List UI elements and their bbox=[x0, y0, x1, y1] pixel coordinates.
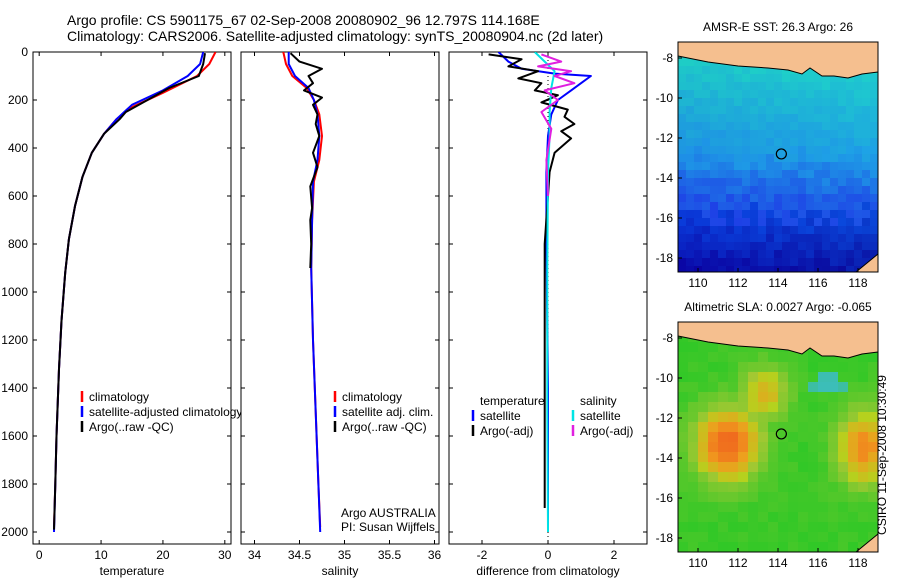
map-title: AMSR-E SST: 26.3 Argo: 26 bbox=[703, 20, 853, 34]
y-tick-label: -14 bbox=[656, 451, 674, 465]
x-tick-label: 114 bbox=[768, 276, 787, 290]
argo-location-marker bbox=[775, 148, 787, 160]
series-line bbox=[287, 52, 322, 533]
y-tick-label: 200 bbox=[8, 93, 28, 107]
y-tick-label: 1400 bbox=[1, 381, 28, 395]
annotation: PI: Susan Wijffels bbox=[341, 520, 435, 534]
y-tick-label: 600 bbox=[8, 189, 28, 203]
argo-location-marker bbox=[775, 428, 787, 440]
y-tick-label: -10 bbox=[656, 371, 674, 385]
x-tick-label: -2 bbox=[477, 548, 488, 562]
x-tick-label: 34.5 bbox=[288, 548, 312, 562]
x-tick-label: 118 bbox=[848, 276, 867, 290]
temperature-profile-chart: 0 10 20 30 temperature 0 200 400 600 800 1000 1200 1… bbox=[1, 45, 242, 578]
sla-map: Altimetric SLA: 0.0027 Argo: -0.065 110 11… bbox=[656, 300, 879, 570]
x-tick-label: 110 bbox=[688, 556, 707, 570]
y-tick-label: 800 bbox=[8, 237, 28, 251]
legend-entry: temperature bbox=[480, 394, 545, 408]
y-tick-label: -16 bbox=[656, 211, 674, 225]
land-mask bbox=[855, 533, 878, 552]
x-tick-label: 110 bbox=[688, 276, 707, 290]
legend-entry: Argo(-adj) bbox=[580, 424, 633, 438]
y-tick-label: -14 bbox=[656, 171, 674, 185]
legend-entry: satellite bbox=[580, 409, 621, 423]
sst-map: AMSR-E SST: 26.3 Argo: 26 110 112 114 116 118… bbox=[656, 20, 879, 290]
x-tick-label: 112 bbox=[728, 276, 747, 290]
y-tick-label: 2000 bbox=[1, 525, 28, 539]
map-title: Altimetric SLA: 0.0027 Argo: -0.065 bbox=[684, 300, 872, 314]
legend-entry: climatology bbox=[342, 390, 402, 404]
y-tick-label: -12 bbox=[656, 411, 674, 425]
y-tick-label: -10 bbox=[656, 91, 674, 105]
annotation: Argo AUSTRALIA bbox=[341, 506, 436, 520]
y-tick-label: 1800 bbox=[1, 477, 28, 491]
x-tick-label: 35.5 bbox=[378, 548, 402, 562]
y-tick-label: -16 bbox=[656, 491, 674, 505]
map-field bbox=[678, 42, 878, 272]
salinity-profile-frame bbox=[240, 51, 440, 545]
figure-title-line2: Climatology: CARS2006. Satellite-adjuste… bbox=[67, 28, 604, 44]
y-tick-label: -18 bbox=[656, 251, 674, 265]
legend-entry: Argo(-adj) bbox=[480, 424, 533, 438]
y-tick-label: -8 bbox=[662, 51, 673, 65]
legend-entry: salinity bbox=[580, 394, 617, 408]
map-panels: AMSR-E SST: 26.3 Argo: 26 110 112 114 116 118… bbox=[656, 20, 879, 570]
y-tick-label: 400 bbox=[8, 141, 28, 155]
series-line bbox=[289, 52, 323, 269]
temperature-profile-frame bbox=[32, 51, 232, 545]
x-tick-label: 30 bbox=[218, 548, 232, 562]
legend-entry: satellite adj. clim. bbox=[342, 405, 433, 419]
series-line bbox=[537, 53, 576, 197]
difference-profile-chart: -2 0 2 difference from climatology temperatu… bbox=[448, 51, 648, 578]
figure-title-line1: Argo profile: CS 5901175_67 02-Sep-2008 … bbox=[67, 12, 540, 28]
legend-entry: Argo(..raw -QC) bbox=[89, 420, 174, 434]
x-tick-label: 114 bbox=[768, 556, 787, 570]
legend-entry: climatology bbox=[89, 390, 149, 404]
x-tick-label: 0 bbox=[36, 548, 43, 562]
y-tick-label: -8 bbox=[662, 331, 673, 345]
x-axis-label: salinity bbox=[322, 564, 359, 578]
x-tick-label: 20 bbox=[156, 548, 170, 562]
land-mask bbox=[855, 253, 878, 272]
profile-panels: 0 10 20 30temperature0200400600800100012001… bbox=[1, 45, 648, 578]
x-tick-label: 2 bbox=[611, 548, 618, 562]
x-tick-label: 116 bbox=[808, 556, 827, 570]
x-tick-label: 35 bbox=[338, 548, 352, 562]
series-line bbox=[488, 53, 576, 508]
x-tick-label: 36 bbox=[428, 548, 442, 562]
y-tick-label: 1600 bbox=[1, 429, 28, 443]
x-tick-label: 10 bbox=[94, 548, 108, 562]
x-axis-label: temperature bbox=[100, 564, 165, 578]
y-tick-label: 1200 bbox=[1, 333, 28, 347]
legend-entry: satellite-adjusted climatology bbox=[89, 405, 242, 419]
land-mask bbox=[678, 322, 878, 359]
x-axis-label: difference from climatology bbox=[476, 564, 619, 578]
map-field bbox=[678, 322, 878, 552]
x-tick-label: 112 bbox=[728, 556, 747, 570]
legend-entry: satellite bbox=[480, 409, 521, 423]
y-tick-label: 1000 bbox=[1, 285, 28, 299]
y-tick-label: 0 bbox=[21, 45, 28, 59]
x-tick-label: 34 bbox=[248, 548, 262, 562]
x-tick-label: 118 bbox=[848, 556, 867, 570]
salinity-profile-chart: 34 34.5 35 35.5 36 salinity climatologysatelli… bbox=[240, 51, 442, 578]
y-tick-label: -12 bbox=[656, 131, 674, 145]
legend-entry: Argo(..raw -QC) bbox=[342, 420, 427, 434]
series-line bbox=[53, 53, 206, 530]
y-tick-label: -18 bbox=[656, 531, 674, 545]
x-tick-label: 0 bbox=[545, 548, 552, 562]
x-tick-label: 116 bbox=[808, 276, 827, 290]
land-mask bbox=[678, 42, 878, 79]
